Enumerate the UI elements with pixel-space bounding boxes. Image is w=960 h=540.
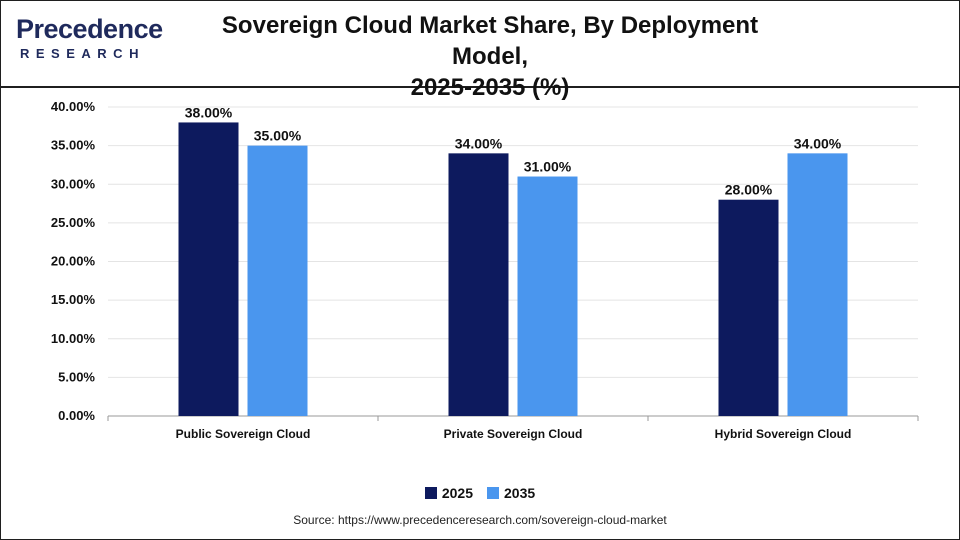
y-tick-label: 15.00%	[51, 292, 96, 307]
header: Precedence RESEARCH Sovereign Cloud Mark…	[0, 0, 960, 101]
source-note: Source: https://www.precedenceresearch.c…	[293, 513, 667, 527]
legend-label-2035: 2035	[504, 485, 536, 501]
chart-title-line2: 2025-2035 (%)	[410, 74, 570, 101]
x-tick-label: Hybrid Sovereign Cloud	[715, 427, 852, 441]
bar-2035	[517, 176, 578, 416]
legend-item-2035: 2035	[487, 485, 535, 501]
y-tick-label: 10.00%	[51, 331, 96, 346]
legend-item-2025: 2025	[424, 485, 473, 501]
data-label: 34.00%	[455, 135, 503, 151]
y-tick-label: 30.00%	[51, 176, 96, 191]
bar-2025	[718, 199, 779, 416]
data-label: 31.00%	[524, 159, 572, 175]
bar-2035	[787, 153, 848, 416]
y-tick-label: 35.00%	[51, 138, 96, 153]
legend: 2025 2035	[0, 485, 960, 501]
bar-2035	[247, 145, 308, 416]
bar-2025	[448, 153, 509, 416]
y-tick-label: 5.00%	[58, 369, 95, 384]
x-tick-label: Private Sovereign Cloud	[444, 427, 583, 441]
chart-title-line1: Sovereign Cloud Market Share, By Deploym…	[221, 12, 759, 70]
y-tick-label: 20.00%	[51, 254, 96, 269]
y-tick-label: 0.00%	[58, 408, 95, 423]
legend-swatch-2035	[487, 487, 499, 499]
y-tick-label: 25.00%	[51, 215, 96, 230]
brand-logo: Precedence RESEARCH	[16, 14, 166, 66]
x-tick-label: Public Sovereign Cloud	[176, 427, 311, 441]
data-label: 34.00%	[794, 135, 842, 151]
chart-title: Sovereign Cloud Market Share, By Deploym…	[190, 10, 790, 103]
bar-2025	[178, 122, 239, 416]
data-label: 38.00%	[185, 104, 233, 120]
brand-subname: RESEARCH	[20, 46, 145, 61]
legend-swatch-2025	[424, 487, 437, 499]
data-label: 28.00%	[725, 182, 773, 198]
data-label: 35.00%	[254, 128, 302, 144]
y-tick-label: 40.00%	[51, 99, 96, 114]
bar-chart: 0.00% 5.00% 10.00% 15.00% 20.00% 25.00% 30.00%…	[51, 99, 919, 441]
brand-name: Precedence	[16, 14, 163, 44]
legend-label-2025: 2025	[441, 485, 473, 501]
